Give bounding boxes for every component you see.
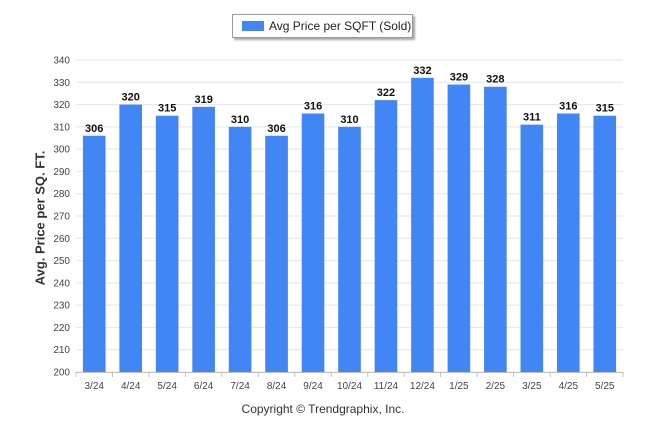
y-tick-label: 220 — [53, 323, 70, 334]
bar — [593, 115, 617, 372]
x-tick-label: 2/25 — [486, 381, 506, 392]
y-tick-label: 230 — [53, 301, 70, 312]
bar — [155, 115, 179, 372]
data-label: 322 — [377, 87, 395, 99]
x-tick-label: 1/25 — [449, 381, 469, 392]
data-label: 319 — [194, 94, 212, 106]
y-tick-label: 200 — [53, 368, 70, 379]
x-tick-label: 3/25 — [522, 381, 542, 392]
data-label: 332 — [413, 65, 431, 77]
bar — [447, 84, 471, 372]
bar — [192, 106, 215, 373]
y-tick-label: 340 — [53, 56, 70, 67]
legend-label: Avg Price per SQFT (Sold) — [269, 19, 412, 33]
y-tick-label: 270 — [53, 212, 70, 223]
bar-layer — [82, 77, 617, 373]
y-tick-label: 210 — [53, 345, 70, 356]
x-tick-label: 11/24 — [374, 381, 399, 392]
x-tick-label: 9/24 — [303, 381, 323, 392]
bar — [119, 104, 143, 373]
bar — [374, 100, 398, 372]
x-tick-label: 12/24 — [410, 381, 435, 392]
y-tick-label: 330 — [53, 78, 70, 89]
data-label: 315 — [158, 103, 176, 115]
y-tick-label: 300 — [53, 145, 70, 156]
data-label: 329 — [450, 72, 468, 84]
x-tick-label: 5/24 — [157, 381, 177, 392]
x-tick-label: 4/24 — [121, 381, 141, 392]
bar — [484, 86, 507, 372]
y-tick-label: 320 — [53, 100, 70, 111]
data-label: 315 — [596, 103, 614, 115]
bar — [228, 126, 252, 372]
x-tick-label: 4/25 — [559, 381, 579, 392]
legend-swatch — [242, 21, 264, 31]
y-tick-label: 310 — [53, 122, 70, 133]
data-label: 310 — [231, 114, 249, 126]
copyright-footer: Copyright © Trendgraphix, Inc. — [241, 402, 405, 416]
x-tick-label: 6/24 — [194, 381, 214, 392]
x-tick-label: 8/24 — [267, 381, 287, 392]
bar — [411, 77, 434, 372]
x-tick-label: 5/25 — [595, 381, 615, 392]
data-label: 328 — [486, 74, 504, 86]
label-layer: 306 320 315 319 310 306 316 310 322 332 329 328 311 3… — [85, 65, 614, 135]
y-axis-title: Avg. Price per SQ. FT. — [32, 150, 48, 286]
data-label: 316 — [559, 100, 577, 112]
bar — [82, 135, 106, 372]
data-label: 306 — [267, 123, 285, 135]
data-label: 311 — [523, 112, 541, 124]
y-tick-label: 250 — [53, 256, 70, 267]
x-tick-label: 3/24 — [84, 381, 104, 392]
legend: Avg Price per SQFT (Sold) — [232, 14, 413, 38]
y-tick-label: 280 — [53, 189, 70, 200]
axis-layer: 2002102202302402502602702802903003103203… — [53, 56, 624, 392]
x-tick-label: 7/24 — [230, 381, 250, 392]
x-tick-label: 10/24 — [337, 381, 362, 392]
bar — [556, 113, 580, 372]
bar — [338, 126, 361, 372]
data-label: 316 — [304, 100, 322, 112]
bar — [301, 113, 325, 372]
y-tick-label: 260 — [53, 234, 70, 245]
data-label: 306 — [85, 123, 103, 135]
bar — [520, 124, 544, 372]
data-label: 320 — [122, 92, 140, 104]
y-tick-label: 290 — [53, 167, 70, 178]
y-tick-label: 240 — [53, 278, 70, 289]
bar — [265, 135, 288, 372]
data-label: 310 — [340, 114, 358, 126]
